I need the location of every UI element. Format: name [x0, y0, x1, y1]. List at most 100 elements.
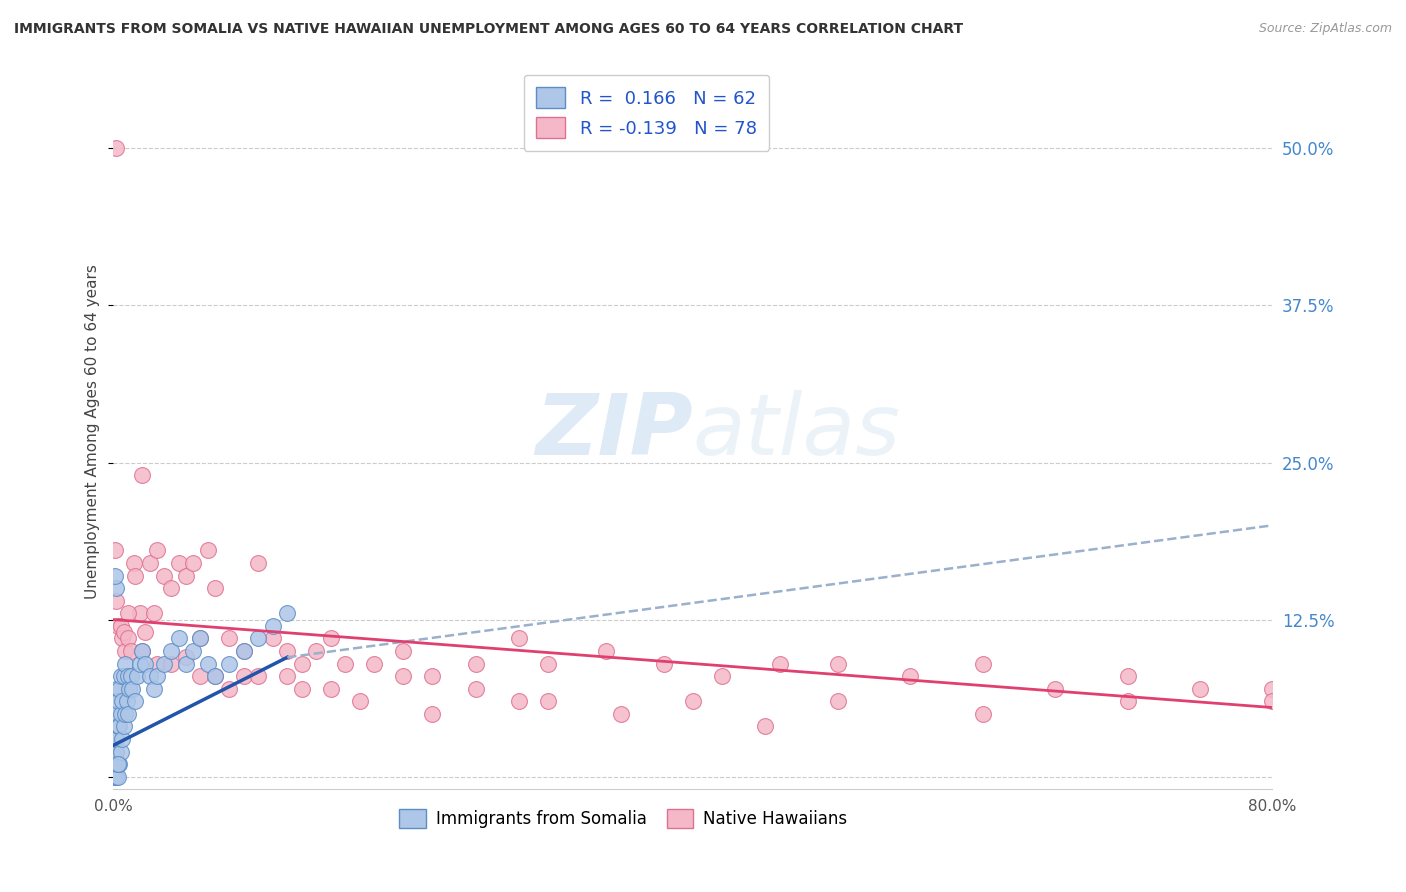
Point [464, 681, 486, 696]
Point [262, 619, 284, 633]
Point [103, 770, 125, 784]
Point [319, 681, 342, 696]
Point [143, 681, 166, 696]
Point [108, 757, 131, 772]
Point [335, 657, 357, 671]
Point [121, 681, 143, 696]
Point [105, 593, 128, 607]
Text: ZIP: ZIP [536, 390, 693, 473]
Point [112, 625, 135, 640]
Point [104, 770, 127, 784]
Point [105, 581, 128, 595]
Point [103, 757, 125, 772]
Point [319, 632, 342, 646]
Point [114, 657, 136, 671]
Point [118, 681, 141, 696]
Point [110, 706, 132, 721]
Point [204, 669, 226, 683]
Point [107, 770, 129, 784]
Point [174, 568, 197, 582]
Point [197, 657, 219, 671]
Point [1188, 681, 1211, 696]
Point [508, 694, 530, 708]
Point [537, 657, 560, 671]
Point [305, 644, 328, 658]
Point [107, 619, 129, 633]
Point [276, 607, 298, 621]
Point [131, 644, 153, 658]
Point [1116, 694, 1139, 708]
Point [1043, 681, 1066, 696]
Point [105, 681, 128, 696]
Point [232, 669, 254, 683]
Point [111, 632, 134, 646]
Point [167, 632, 190, 646]
Point [134, 657, 156, 671]
Point [107, 694, 129, 708]
Point [262, 632, 284, 646]
Legend: Immigrants from Somalia, Native Hawaiians: Immigrants from Somalia, Native Hawaiian… [392, 802, 855, 835]
Point [120, 644, 142, 658]
Point [105, 141, 128, 155]
Point [167, 556, 190, 570]
Point [898, 669, 921, 683]
Point [143, 607, 166, 621]
Point [112, 719, 135, 733]
Point [420, 706, 443, 721]
Point [972, 657, 994, 671]
Point [104, 568, 127, 582]
Point [108, 719, 131, 733]
Point [174, 650, 197, 665]
Point [138, 556, 160, 570]
Point [363, 657, 385, 671]
Point [110, 619, 132, 633]
Point [134, 625, 156, 640]
Point [115, 694, 138, 708]
Point [392, 669, 415, 683]
Point [218, 632, 240, 646]
Point [190, 632, 212, 646]
Point [247, 556, 270, 570]
Point [105, 706, 128, 721]
Point [114, 706, 136, 721]
Point [117, 669, 139, 683]
Point [204, 581, 226, 595]
Point [153, 657, 176, 671]
Point [105, 770, 128, 784]
Point [104, 745, 127, 759]
Point [420, 669, 443, 683]
Point [537, 694, 560, 708]
Point [128, 607, 150, 621]
Point [105, 757, 128, 772]
Point [247, 669, 270, 683]
Point [710, 669, 733, 683]
Point [128, 657, 150, 671]
Point [232, 644, 254, 658]
Point [609, 706, 631, 721]
Point [131, 644, 153, 658]
Point [291, 657, 314, 671]
Point [110, 745, 132, 759]
Point [197, 543, 219, 558]
Point [972, 706, 994, 721]
Text: IMMIGRANTS FROM SOMALIA VS NATIVE HAWAIIAN UNEMPLOYMENT AMONG AGES 60 TO 64 YEAR: IMMIGRANTS FROM SOMALIA VS NATIVE HAWAII… [14, 22, 963, 37]
Point [218, 657, 240, 671]
Point [181, 644, 204, 658]
Point [117, 706, 139, 721]
Point [464, 657, 486, 671]
Point [124, 694, 146, 708]
Point [104, 731, 127, 746]
Point [652, 657, 675, 671]
Point [104, 770, 127, 784]
Point [190, 669, 212, 683]
Point [204, 669, 226, 683]
Point [104, 770, 127, 784]
Point [124, 568, 146, 582]
Point [117, 632, 139, 646]
Point [190, 632, 212, 646]
Point [349, 694, 371, 708]
Point [1261, 681, 1284, 696]
Point [682, 694, 704, 708]
Point [1261, 694, 1284, 708]
Text: Source: ZipAtlas.com: Source: ZipAtlas.com [1258, 22, 1392, 36]
